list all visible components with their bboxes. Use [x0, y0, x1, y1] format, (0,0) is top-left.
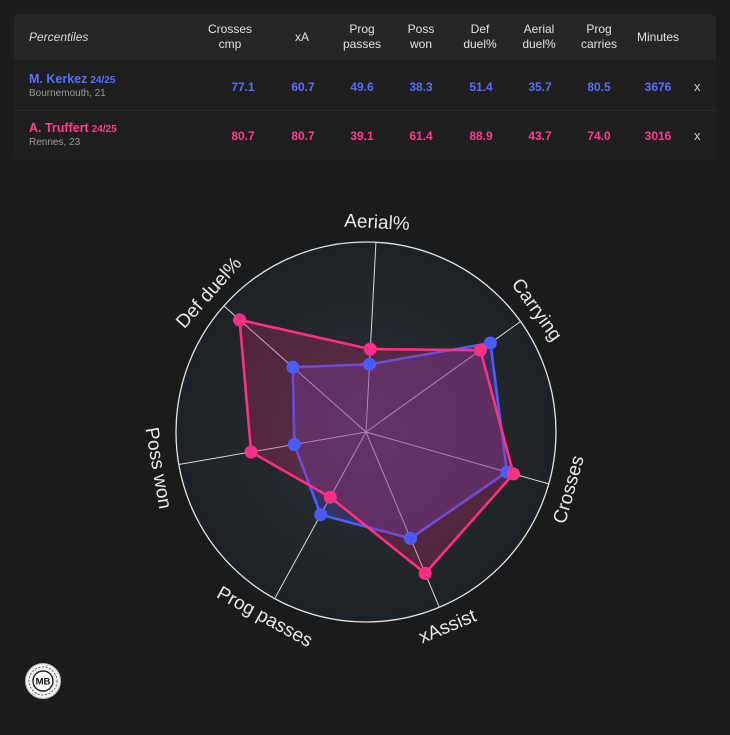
- radar-data-point: [507, 467, 520, 481]
- table-row-kerkez: M. Kerkez 24/25 Bournemouth, 21 77.1 60.7…: [14, 62, 716, 111]
- radar-data-point: [244, 445, 258, 459]
- column-header-xa: xA: [294, 30, 309, 44]
- radar-data-point: [314, 508, 328, 522]
- cell-def-duel: 51.4: [469, 80, 493, 94]
- radar-data-point: [287, 438, 301, 451]
- radar-data-point: [473, 343, 487, 357]
- radar-spoke: [365, 242, 377, 433]
- mb-logo-icon: MB: [25, 663, 61, 699]
- radar-axis-label: Crosses: [550, 453, 589, 526]
- cell-def-duel: 88.9: [469, 129, 493, 143]
- cell-prog-passes: 39.1: [350, 129, 374, 143]
- column-header-aerial-duel: Aerial duel%: [522, 22, 556, 51]
- cell-prog-passes: 49.6: [350, 80, 374, 94]
- cell-aerial-duel: 35.7: [528, 80, 552, 94]
- column-header-crosses-cmp: Crosses cmp: [207, 22, 252, 51]
- comparison-table: Percentiles Crosses cmp xA Prog passes P…: [14, 14, 716, 160]
- percentiles-header: Percentiles: [29, 30, 89, 44]
- cell-aerial-duel: 43.7: [528, 129, 552, 143]
- column-header-minutes: Minutes: [636, 30, 680, 44]
- svg-text:MB: MB: [36, 677, 51, 688]
- cell-crosses-cmp: 77.1: [231, 80, 255, 94]
- column-header-prog-passes: Prog passes: [342, 22, 382, 51]
- radar-data-point: [418, 566, 432, 580]
- radar-data-point: [233, 313, 247, 327]
- player-name: M. Kerkez 24/25: [29, 72, 116, 86]
- radar-axis-label: Aerial%: [344, 211, 411, 235]
- column-header-poss-won: Poss won: [407, 22, 435, 51]
- cell-minutes: 3016: [644, 129, 672, 143]
- remove-player-button[interactable]: x: [694, 79, 701, 94]
- radar-data-point: [404, 531, 417, 545]
- radar-data-point: [363, 342, 377, 356]
- player-name: A. Truffert 24/25: [29, 121, 117, 135]
- cell-xa: 60.7: [291, 80, 315, 94]
- cell-poss-won: 61.4: [409, 129, 433, 143]
- player-club: Rennes, 23: [29, 137, 81, 148]
- radar-axis-label: Poss won: [140, 426, 175, 511]
- radar-data-point: [286, 360, 300, 374]
- radar-data-point: [483, 336, 497, 350]
- player-club: Bournemouth, 21: [29, 88, 106, 99]
- cell-xa: 80.7: [291, 129, 315, 143]
- remove-player-button[interactable]: x: [694, 128, 701, 143]
- cell-prog-carries: 74.0: [587, 129, 611, 143]
- cell-crosses-cmp: 80.7: [231, 129, 255, 143]
- radar-data-point: [363, 357, 376, 371]
- cell-minutes: 3676: [644, 80, 672, 94]
- table-row-truffert: A. Truffert 24/25 Rennes, 23 80.7 80.7 39…: [14, 111, 716, 159]
- column-header-def-duel: Def duel%: [463, 22, 497, 51]
- radar-data-point: [323, 490, 337, 504]
- radar-series-polygon: [238, 318, 515, 575]
- table-header: Percentiles Crosses cmp xA Prog passes P…: [14, 14, 716, 60]
- column-header-prog-carries: Prog carries: [580, 22, 617, 51]
- radar-spoke: [178, 431, 367, 466]
- cell-prog-carries: 80.5: [587, 80, 611, 94]
- cell-poss-won: 38.3: [409, 80, 433, 94]
